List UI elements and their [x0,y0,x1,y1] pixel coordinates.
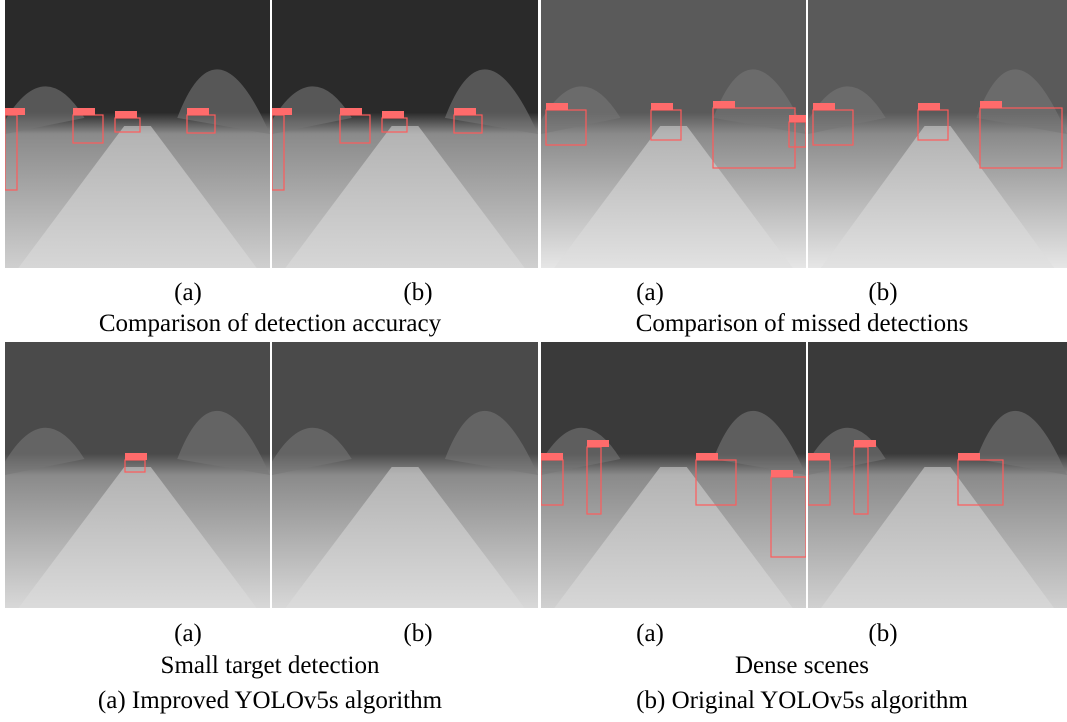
photo [5,0,270,268]
detection-tag [696,453,718,460]
detection-tag [958,453,980,460]
panel-caption: Comparison of detection accuracy [99,309,441,339]
detection-tag [272,108,292,115]
figure: (a) (b) Comparison of detection accuracy… [0,0,1067,722]
detection-tag [187,108,209,115]
detection-tag [454,108,476,115]
photo [541,0,806,268]
legend-line: (b) Original YOLOv5s algorithm [636,686,968,716]
subfigure-label: (a) [636,619,664,649]
panel-caption: Comparison of missed detections [636,309,969,339]
detection-tag [340,108,362,115]
subfigure-label: (b) [403,619,432,649]
subfigure-label: (b) [868,619,897,649]
photo [541,342,806,608]
subfigure-label: (b) [403,278,432,308]
subfigure-label: (a) [636,278,664,308]
subfigure-label: (b) [868,278,897,308]
subfigure-label: (a) [174,278,202,308]
detection-tag [854,440,876,447]
detection-tag [382,111,404,118]
detection-tag [789,115,806,122]
detection-tag [713,101,735,108]
photo [5,342,270,608]
detection-tag [5,108,25,115]
panel-caption: Dense scenes [735,651,869,681]
photo [272,342,538,608]
panel-caption: Small target detection [161,651,380,681]
detection-tag [125,453,147,460]
detection-tag [918,103,940,110]
detection-tag [541,453,563,460]
photo [808,342,1067,608]
detection-tag [73,108,95,115]
subfigure-label: (a) [174,619,202,649]
detection-tag [651,103,673,110]
photo [808,0,1067,268]
detection-tag [771,470,793,477]
detection-tag [546,103,568,110]
detection-tag [808,453,830,460]
legend-line: (a) Improved YOLOv5s algorithm [98,686,442,716]
detection-tag [980,101,1002,108]
photo [272,0,538,268]
detection-tag [115,111,137,118]
detection-tag [813,103,835,110]
detection-tag [587,440,609,447]
